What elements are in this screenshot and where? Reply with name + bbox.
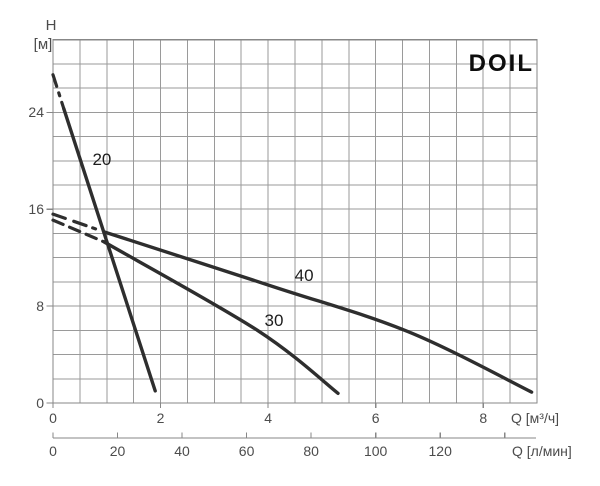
x-tick-label-lmin-40: 40 <box>174 443 190 459</box>
x-tick-label-lmin-20: 20 <box>109 443 126 459</box>
curve-20-solid-segment <box>62 107 157 393</box>
x-axis-primary-unit-label: Q [м³/ч] <box>511 410 560 426</box>
curve-label-40: 40 <box>294 265 314 285</box>
curve-40-dashed-segment <box>51 212 107 234</box>
y-tick-label-8: 8 <box>36 298 44 315</box>
y-axis-unit: [м] <box>33 36 53 53</box>
curve-40-solid-segment <box>103 230 534 394</box>
curve-40 <box>51 212 534 394</box>
y-axis-name: H <box>45 17 57 34</box>
y-tick-label-24: 24 <box>28 104 44 121</box>
curve-20-dashed-segment <box>51 73 66 111</box>
x-tick-label-lmin-120: 120 <box>428 443 452 459</box>
x-tick-label-lmin-60: 60 <box>238 443 255 459</box>
y-tick-label-0: 0 <box>36 395 44 411</box>
curve-30-solid-segment <box>102 240 340 395</box>
y-tick-label-16: 16 <box>28 201 44 218</box>
x-tick-label-lmin-80: 80 <box>303 443 319 459</box>
x-tick-label-m3h-8: 8 <box>479 410 488 426</box>
curve-label-30: 30 <box>264 310 284 330</box>
x-tick-label-lmin-0: 0 <box>49 443 57 459</box>
axis-ticks <box>46 111 536 439</box>
x-tick-label-m3h-2: 2 <box>156 410 165 426</box>
curve-30 <box>51 218 340 395</box>
curve-30-dashed-segment <box>51 218 106 244</box>
x-tick-label-lmin-100: 100 <box>363 443 388 459</box>
grid-lines <box>53 39 537 403</box>
curve-label-20: 20 <box>92 149 112 169</box>
x-tick-label-m3h-4: 4 <box>264 410 273 426</box>
brand-logo: DOIL <box>468 50 534 77</box>
x-tick-label-m3h-0: 0 <box>49 410 57 426</box>
curve-20 <box>51 73 157 393</box>
x-tick-label-m3h-6: 6 <box>371 410 380 426</box>
x-axis-secondary-unit-label: Q [л/мин] <box>512 443 572 459</box>
